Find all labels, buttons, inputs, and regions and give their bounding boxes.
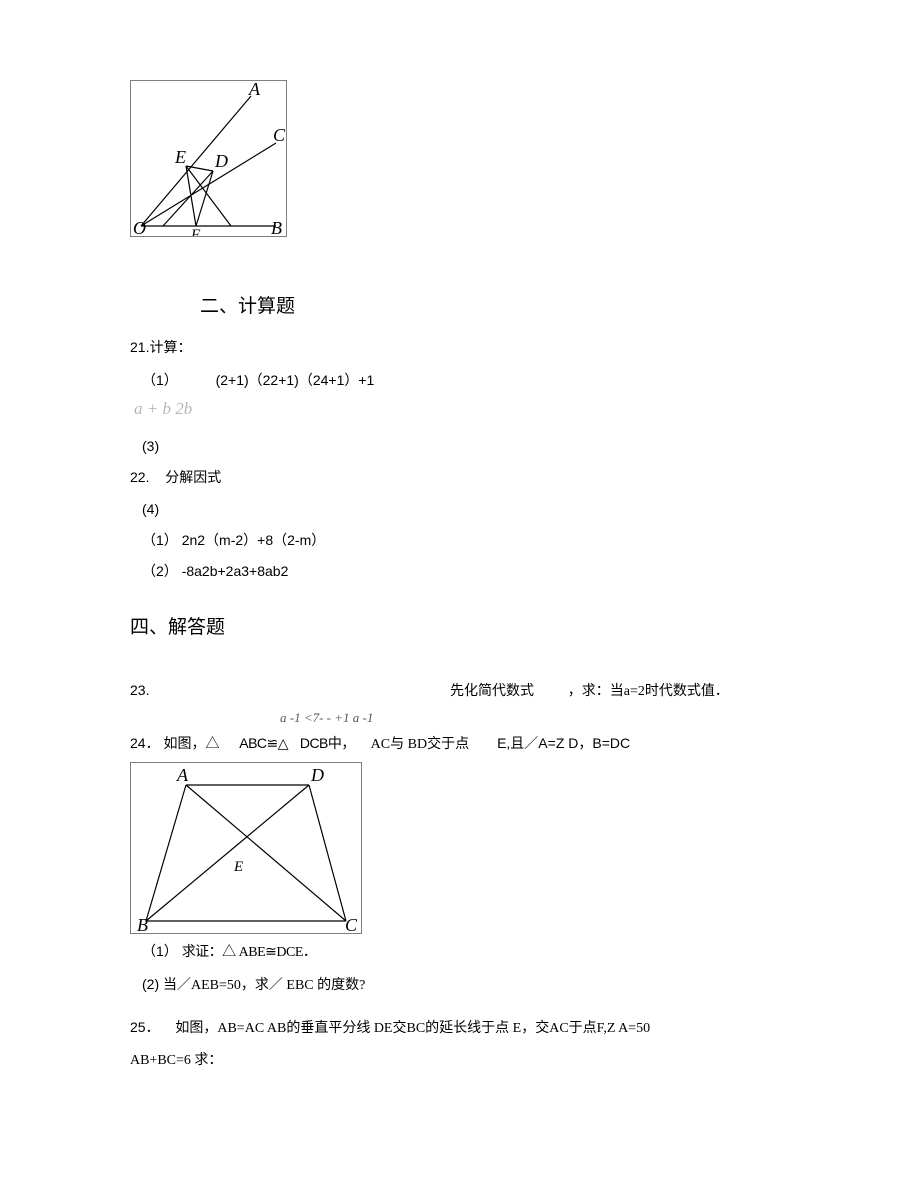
q23-number: 23. (130, 682, 149, 698)
figure2-label-D: D (310, 765, 324, 785)
q21-number: 21. (130, 339, 149, 355)
figure1-label-F: F (190, 227, 201, 236)
q23-right1: 先化简代数式 (450, 684, 534, 699)
figure-2: A D E B C (130, 762, 362, 934)
q24-part2: (2) 当／AEB=50，求／ EBC 的度数? (130, 971, 810, 1000)
q23-sub-formula: a -1 <7- - +1 a -1 (280, 710, 810, 726)
q24-number: 24． (130, 735, 160, 751)
q21-p1-label: （1） (142, 372, 178, 388)
q21-p3-label: (3) (142, 433, 810, 460)
q21-faint-math: a + b 2b (130, 399, 810, 419)
q24-p2-text: 当／AEB=50，求／ EBC 的度数? (163, 978, 365, 993)
figure2-label-C: C (345, 915, 358, 933)
figure-1-svg: A C E D O F B (131, 81, 286, 236)
q23-row: 23. 先化简代数式 ，求：当a=2时代数式值． (130, 677, 810, 706)
q25-line2: AB+BC=6 求： (130, 1046, 810, 1075)
figure2-label-B: B (137, 915, 148, 933)
q23-right2: ，求：当a=2时代数式值． (568, 684, 729, 699)
figure2-label-E: E (233, 859, 243, 875)
q21-stem-row: 21.计算： (130, 334, 810, 363)
figure1-label-B: B (271, 218, 282, 236)
figure1-label-E: E (174, 147, 186, 167)
q22-p2-label: （2） (142, 563, 178, 579)
q22-p4-label: (4) (142, 496, 810, 523)
q25-number: 25． (130, 1019, 160, 1035)
figure1-label-A: A (248, 81, 261, 99)
q24-p1-text: 求证：△ ABE≅DCE． (182, 945, 317, 960)
q22-number: 22. (130, 469, 149, 485)
q25-line1: 25． 如图，AB=AC AB的垂直平分线 DE交BC的延长线于点 E，交AC于… (130, 1014, 810, 1043)
q24-l1a: 如图，△ (163, 737, 219, 752)
q22-p2-expr: -8a2b+2a3+8ab2 (182, 563, 289, 579)
q21-part1: （1） (2+1)（22+1)（24+1）+1 (130, 367, 810, 394)
figure1-label-O: O (133, 218, 146, 236)
q24-p2-label: (2) (142, 976, 159, 992)
section-2-heading: 二、计算题 (200, 291, 810, 318)
q24-line1: 24． 如图，△ ABC≌△ DCB中， AC与 BD交于点 E,且／A=Z D… (130, 730, 810, 759)
figure1-label-D: D (214, 151, 228, 171)
q22-part2: （2） -8a2b+2a3+8ab2 (130, 558, 810, 585)
q25-l1: 如图，AB=AC AB的垂直平分线 DE交BC的延长线于点 E，交AC于点F,Z… (175, 1021, 650, 1036)
q22-p1-expr: 2n2（m-2）+8（2-m） (182, 532, 326, 548)
q24-l1c: DCB中， (300, 735, 355, 751)
q24-l1b: ABC≌△ (239, 735, 288, 751)
q22-stem-row: 22. 分解因式 (130, 464, 810, 493)
figure2-label-A: A (176, 765, 189, 785)
figure-1: A C E D O F B (130, 80, 287, 237)
q24-p1-label: （1） (142, 943, 178, 959)
q24-right1: E,且／A=Z D，B=DC (497, 735, 630, 751)
q22-part1: （1） 2n2（m-2）+8（2-m） (130, 527, 810, 554)
q21-p1-expr: (2+1)（22+1)（24+1）+1 (216, 372, 375, 388)
q21-stem: 计算： (149, 341, 191, 356)
section-4-heading: 四、解答题 (130, 612, 810, 639)
q25-l2: AB+BC=6 求： (130, 1053, 222, 1068)
figure-2-svg: A D E B C (131, 763, 361, 933)
q21-faint-text: a + b 2b (134, 399, 192, 418)
q24-part1: （1） 求证：△ ABE≅DCE． (130, 938, 810, 967)
q24-l1d: AC与 BD交于点 (371, 737, 469, 752)
figure1-label-C: C (273, 125, 286, 145)
q22-p1-label: （1） (142, 532, 178, 548)
page: A C E D O F B 二、计算题 21.计算： （1） (2+1)（22+… (0, 0, 920, 1139)
q22-stem: 分解因式 (165, 471, 221, 486)
